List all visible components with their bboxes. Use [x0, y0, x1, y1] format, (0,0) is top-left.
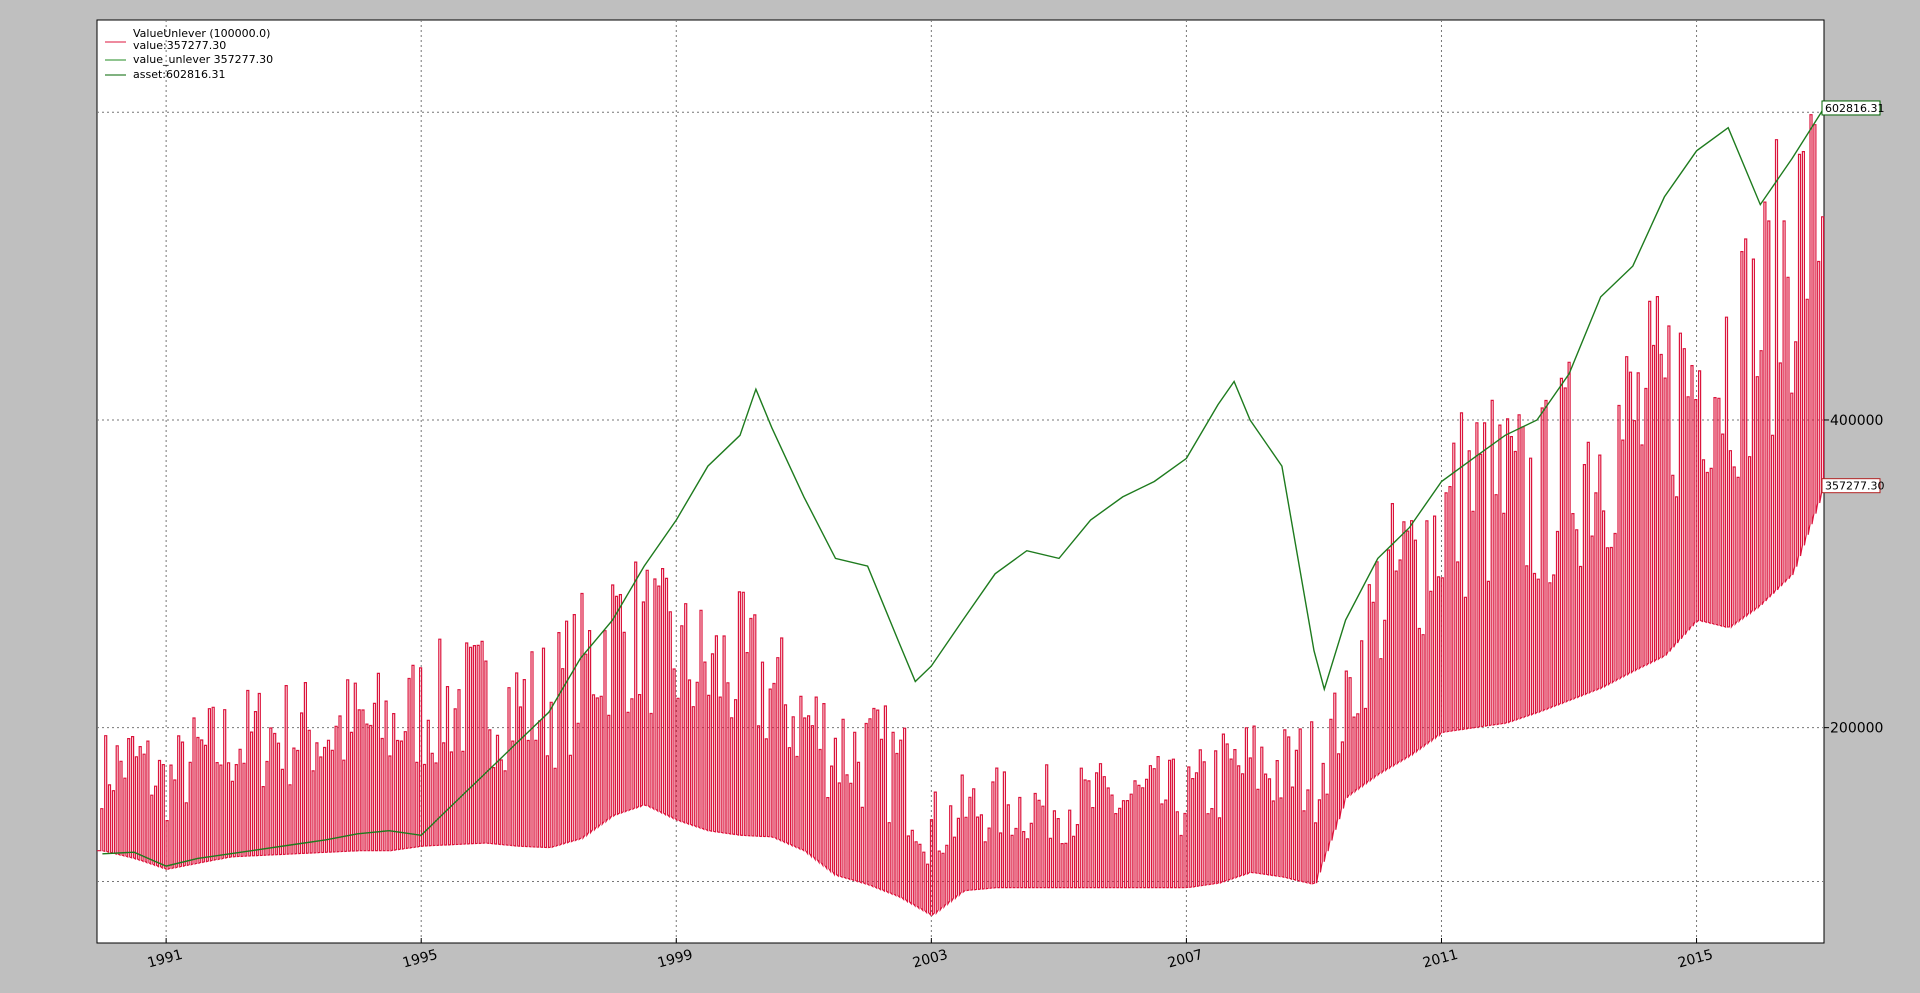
series-layer: [97, 107, 1825, 917]
value-tag-label-value: 357277.30: [1825, 480, 1885, 493]
legend-label-value: value:357277.30: [133, 39, 226, 52]
legend-label-asset: asset:602816.31: [133, 68, 225, 81]
value-series-line: [97, 114, 1825, 917]
x-tick-label: 1995: [401, 947, 440, 972]
x-tick-label: 2003: [911, 947, 950, 972]
legend-header: ValueUnlever (100000.0): [133, 27, 270, 40]
value-tag-layer: 602816.31 357277.30: [1821, 100, 1885, 494]
x-tick-label: 2011: [1421, 947, 1460, 972]
x-tick-label: 2015: [1676, 947, 1715, 972]
x-tick-label: 1999: [656, 947, 695, 972]
legend-label-value-unlever: value_unlever 357277.30: [133, 53, 273, 66]
y-tick-label: 200000: [1830, 721, 1883, 737]
x-tick-label: 1991: [146, 947, 185, 972]
x-tick-label: 2007: [1166, 947, 1205, 972]
value-tag-value: [1821, 478, 1881, 494]
value-tag-label-asset: 602816.31: [1825, 102, 1885, 115]
legend: ValueUnlever (100000.0) value:357277.30 …: [105, 27, 273, 81]
value-tag-asset: [1821, 100, 1881, 116]
asset-series-line: [102, 107, 1825, 867]
y-tick-label: 400000: [1830, 413, 1883, 429]
